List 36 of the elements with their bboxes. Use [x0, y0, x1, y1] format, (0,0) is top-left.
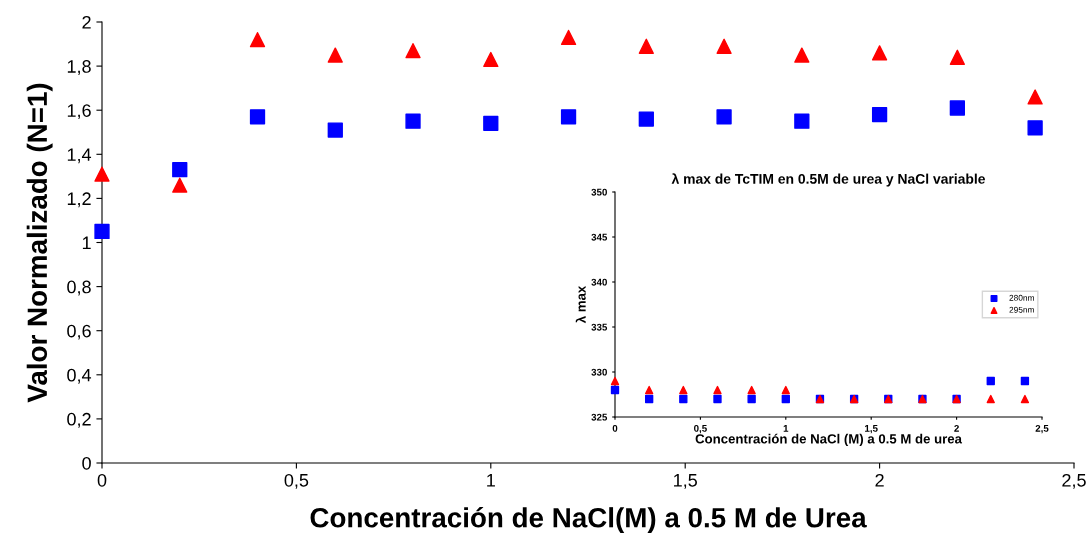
y-tick-label: 345 [591, 233, 608, 241]
x-tick-label: 2,5 [1035, 424, 1049, 434]
x-tick-label: 1 [783, 425, 789, 432]
y-axis-title: λ max [575, 285, 586, 324]
x-axis-title: Concentración de NaCl(M) a 0.5 M de Urea [310, 506, 867, 534]
y-tick-label: 0 [82, 456, 91, 470]
x-tick-label: 2 [875, 473, 884, 487]
y-tick-label: 0,8 [67, 280, 91, 296]
y-tick-label: 2 [82, 15, 91, 29]
x-tick-label: 0,5 [284, 473, 309, 489]
y-axis-title: Valor Normalizado (N=1) [26, 83, 53, 403]
y-tick-label: 1,8 [67, 60, 91, 75]
y-tick-label: 340 [591, 278, 607, 286]
y-tick-label: 1,4 [67, 148, 92, 164]
x-axis-title: Concentración de NaCl (M) a 0.5 M de urea [695, 433, 963, 447]
x-tick-label: 0 [612, 424, 618, 432]
y-tick-label: 335 [591, 323, 608, 331]
x-tick-label: 2 [954, 424, 959, 432]
y-tick-label: 330 [591, 368, 607, 376]
x-tick-label: 1 [487, 474, 495, 487]
chart-title: λ max de TcTIM en 0.5M de urea y NaCl variable [671, 173, 985, 187]
y-tick-label: 325 [591, 413, 608, 421]
y-tick-label: 1,6 [67, 104, 91, 120]
y-tick-label: 0,2 [67, 412, 91, 428]
y-tick-label: 0,4 [67, 368, 92, 384]
x-tick-label: 2,5 [1062, 473, 1086, 489]
y-tick-label: 350 [591, 188, 607, 196]
legend-label: 295nm [1009, 306, 1034, 313]
y-tick-label: 1 [82, 236, 91, 250]
x-tick-label: 0 [97, 473, 107, 487]
y-tick-label: 0,6 [67, 324, 91, 340]
legend-label: 280nm [1009, 294, 1034, 301]
x-tick-label: 1,5 [865, 425, 878, 434]
x-tick-label: 1,5 [674, 474, 697, 489]
y-tick-label: 1,2 [67, 192, 91, 208]
x-tick-label: 0,5 [694, 424, 707, 434]
